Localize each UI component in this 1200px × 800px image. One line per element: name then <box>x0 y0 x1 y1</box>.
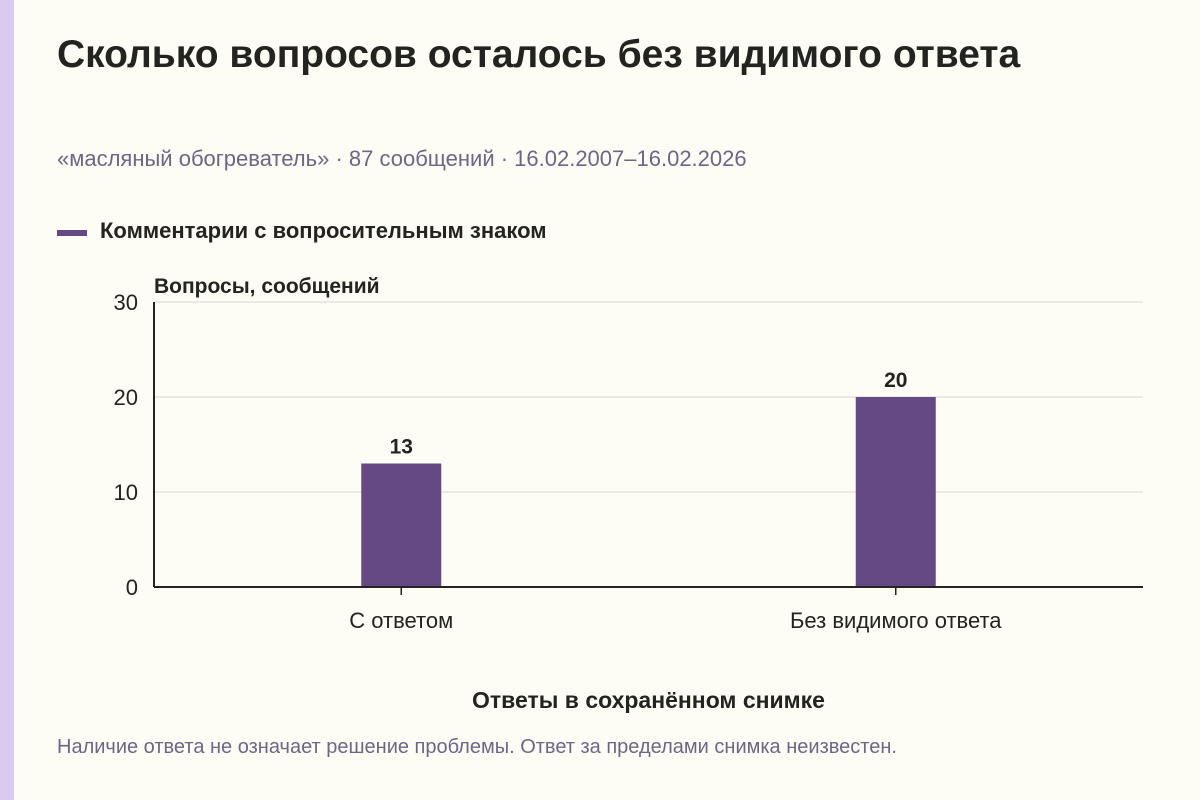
chart-subtitle: «масляный обогреватель» · 87 сообщений ·… <box>57 146 747 171</box>
accent-bar <box>0 0 14 800</box>
bar-value-label: 20 <box>884 369 907 392</box>
x-category-label: Без видимого ответа <box>790 608 1002 633</box>
y-tick-label: 0 <box>126 575 138 600</box>
chart-footnote: Наличие ответа не означает решение пробл… <box>57 736 897 758</box>
y-tick-label: 20 <box>114 385 138 410</box>
tick-layer: 0 10 20 30 С ответом Без видимого ответа <box>114 290 1003 633</box>
bar-1 <box>361 463 442 587</box>
bar-layer: 13 20 <box>361 369 936 587</box>
y-tick-label: 30 <box>114 290 138 315</box>
chart-title: Сколько вопросов осталось без видимого о… <box>57 33 1021 76</box>
grid-layer <box>154 301 1143 493</box>
x-category-label: С ответом <box>349 608 453 633</box>
bar-2 <box>855 397 936 587</box>
legend-label: Комментарии с вопросительным знаком <box>100 218 547 243</box>
legend: Комментарии с вопросительным знаком <box>57 218 547 244</box>
y-axis-title: Вопросы, сообщений <box>154 275 380 298</box>
bar-value-label: 13 <box>390 436 413 459</box>
x-axis-title: Ответы в сохранённом снимке <box>472 687 825 713</box>
y-tick-label: 10 <box>114 480 138 505</box>
legend-swatch <box>57 230 87 236</box>
